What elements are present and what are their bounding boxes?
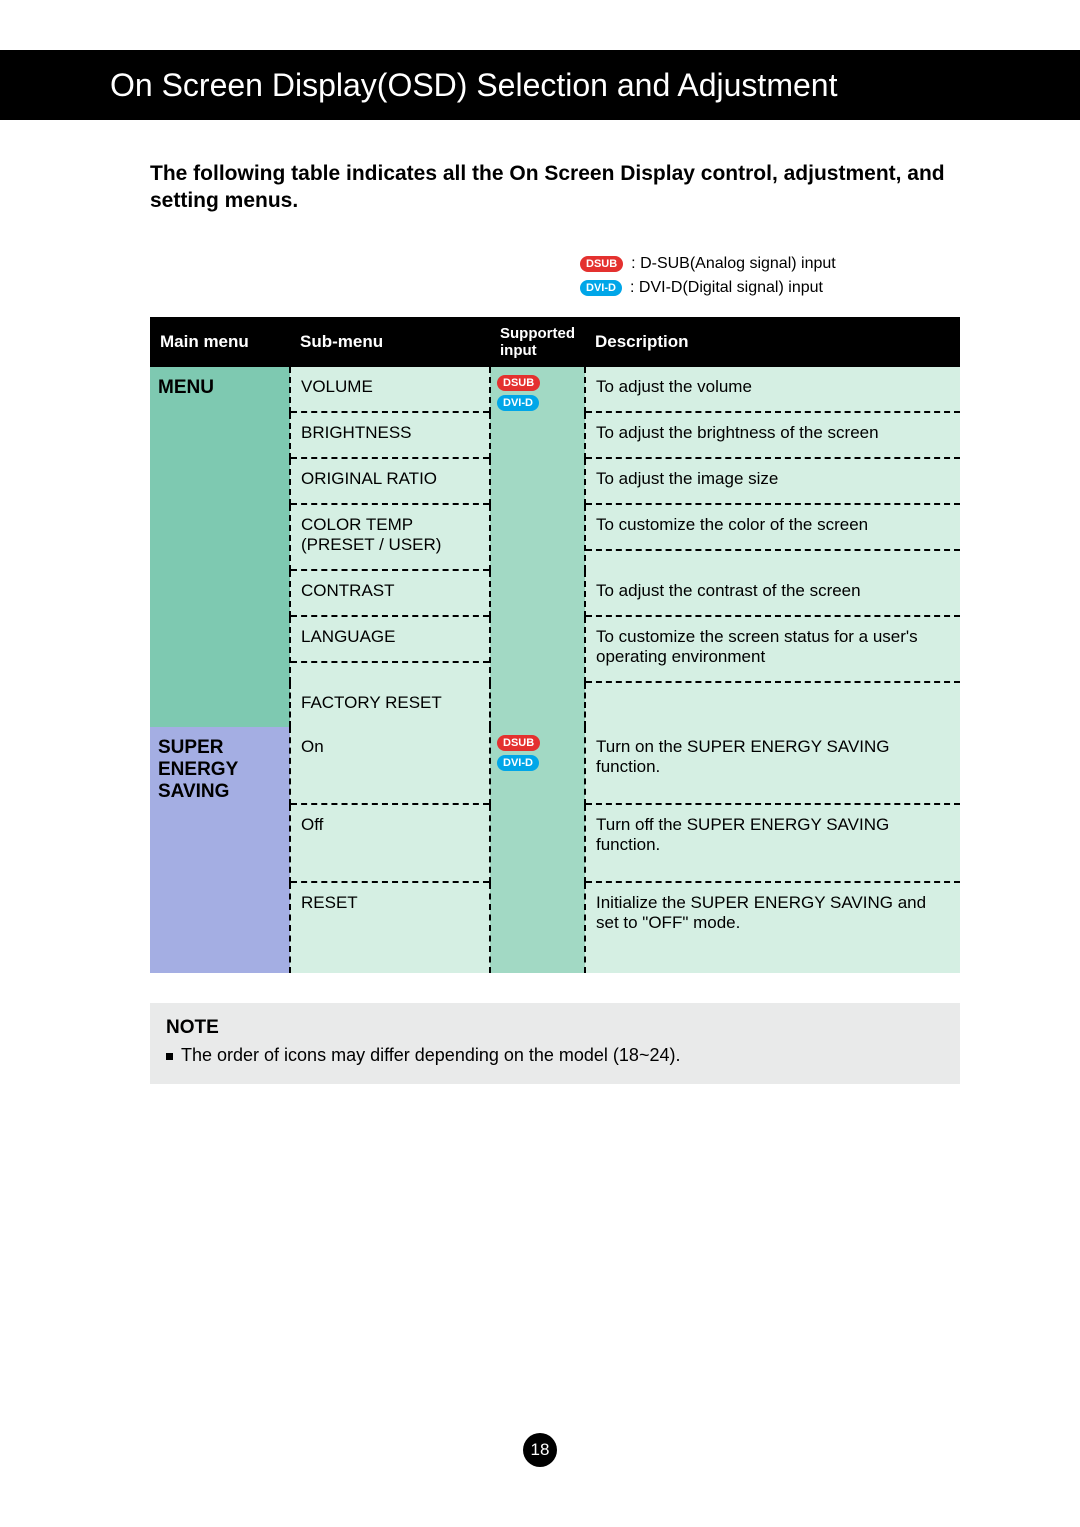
- sub-label: ORIGINAL RATIO: [291, 459, 489, 505]
- main-menu-cell: MENU: [150, 367, 290, 727]
- dsub-badge-icon: DSUB: [497, 375, 540, 391]
- desc-label: Turn on the SUPER ENERGY SAVING function…: [586, 727, 960, 805]
- sub-label: RESET: [291, 883, 489, 973]
- desc-label: Turn off the SUPER ENERGY SAVING functio…: [586, 805, 960, 883]
- input-cell: DSUB DVI-D: [490, 727, 585, 973]
- header-main: Main menu: [150, 317, 290, 367]
- dvid-badge-icon: DVI-D: [580, 280, 622, 296]
- table-header-row: Main menu Sub-menu Supported input Descr…: [150, 317, 960, 367]
- desc-label: Initialize the SUPER ENERGY SAVING and s…: [586, 883, 960, 973]
- table-row: SUPER ENERGY SAVING On DSUB DVI-D Turn o…: [150, 727, 960, 805]
- note-title: NOTE: [166, 1017, 944, 1039]
- sub-label: LANGUAGE: [291, 617, 489, 663]
- main-menu-cell: SUPER ENERGY SAVING: [150, 727, 290, 973]
- input-legend: DSUB : D-SUB(Analog signal) input DVI-D …: [580, 255, 960, 297]
- sub-label: VOLUME: [291, 367, 489, 413]
- page-banner: On Screen Display(OSD) Selection and Adj…: [0, 50, 1080, 120]
- note-text: The order of icons may differ depending …: [181, 1045, 680, 1066]
- header-sub: Sub-menu: [290, 317, 490, 367]
- desc-label: To adjust the image size: [586, 459, 960, 505]
- desc-label: To adjust the brightness of the screen: [586, 413, 960, 459]
- dvid-badge-icon: DVI-D: [497, 395, 539, 411]
- page-number: 18: [523, 1433, 557, 1467]
- osd-table: Main menu Sub-menu Supported input Descr…: [150, 317, 960, 973]
- header-desc: Description: [585, 317, 960, 367]
- sub-label: On: [291, 727, 489, 805]
- bullet-icon: [166, 1053, 173, 1060]
- desc-label: To adjust the volume: [586, 367, 960, 413]
- legend-row-dvid: DVI-D : DVI-D(Digital signal) input: [580, 279, 960, 297]
- sub-label: FACTORY RESET: [291, 683, 489, 727]
- legend-dsub-text: : D-SUB(Analog signal) input: [631, 255, 836, 273]
- sub-label: BRIGHTNESS: [291, 413, 489, 459]
- desc-cell: To adjust the volume: [585, 367, 960, 413]
- dsub-badge-icon: DSUB: [580, 256, 623, 272]
- note-box: NOTE The order of icons may differ depen…: [150, 1003, 960, 1084]
- content-area: The following table indicates all the On…: [0, 120, 1080, 973]
- intro-text: The following table indicates all the On…: [150, 160, 960, 215]
- desc-label: To adjust the contrast of the screen: [586, 571, 960, 617]
- sub-cell: VOLUME: [290, 367, 490, 413]
- header-input: Supported input: [490, 317, 585, 367]
- sub-label: COLOR TEMP (PRESET / USER): [291, 505, 489, 571]
- input-cell: DSUB DVI-D: [490, 367, 585, 727]
- note-item: The order of icons may differ depending …: [166, 1045, 944, 1066]
- dsub-badge-icon: DSUB: [497, 735, 540, 751]
- dvid-badge-icon: DVI-D: [497, 755, 539, 771]
- legend-row-dsub: DSUB : D-SUB(Analog signal) input: [580, 255, 960, 273]
- desc-label: To customize the color of the screen: [586, 505, 960, 551]
- table-row: MENU VOLUME DSUB DVI-D To adjust the vol…: [150, 367, 960, 413]
- sub-label: CONTRAST: [291, 571, 489, 617]
- desc-label: [586, 683, 960, 727]
- legend-dvid-text: : DVI-D(Digital signal) input: [630, 279, 823, 297]
- sub-label: Off: [291, 805, 489, 883]
- desc-label: To customize the screen status for a use…: [586, 617, 960, 683]
- banner-title: On Screen Display(OSD) Selection and Adj…: [110, 67, 837, 104]
